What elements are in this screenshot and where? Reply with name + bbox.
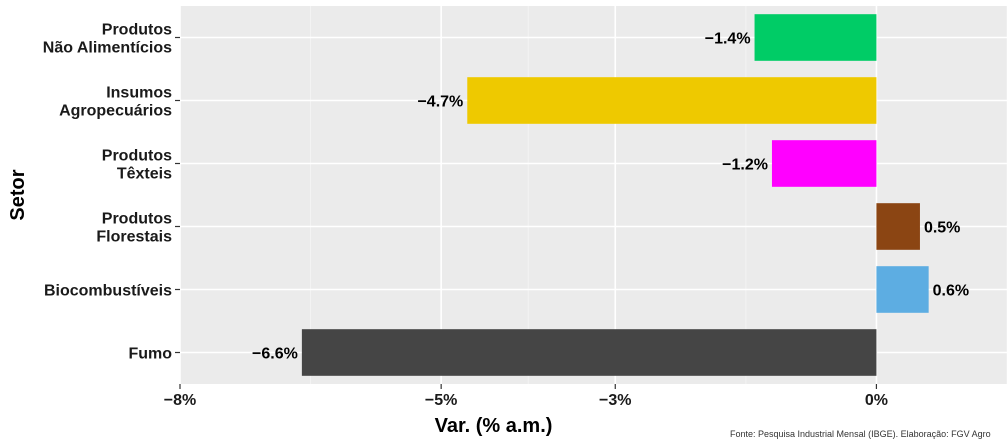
- x-tick-label: −3%: [599, 392, 631, 409]
- x-tick-label: −5%: [425, 392, 457, 409]
- x-axis-title: Var. (% a.m.): [435, 415, 553, 437]
- bar: [876, 266, 929, 313]
- bar: [876, 203, 920, 250]
- x-axis-ticks: −8% −5% −3% 0%: [164, 384, 888, 409]
- plot-background: [180, 6, 1007, 384]
- data-label: −1.2%: [722, 157, 768, 174]
- data-labels: −1.4% −4.7% −1.2% 0.5% 0.6% −6.6%: [252, 31, 969, 363]
- x-tick-label: −8%: [164, 392, 196, 409]
- category-label: Não Alimentícios: [43, 40, 172, 57]
- bar: [754, 14, 877, 61]
- bar: [467, 77, 877, 124]
- bar: [771, 140, 877, 187]
- bars: [301, 14, 929, 376]
- x-tick-label: 0%: [865, 392, 888, 409]
- data-label: 0.5%: [924, 220, 960, 237]
- category-label: Agropecuários: [59, 103, 172, 120]
- category-label: Produtos: [102, 148, 172, 165]
- category-label: Insumos: [106, 85, 172, 102]
- category-label: Fumo: [128, 346, 172, 363]
- category-label: Produtos: [102, 211, 172, 228]
- data-label: −6.6%: [252, 346, 298, 363]
- data-label: −4.7%: [417, 94, 463, 111]
- category-label: Produtos: [102, 22, 172, 39]
- y-axis-title: Setor: [7, 169, 29, 220]
- category-label: Têxteis: [117, 166, 172, 183]
- bar: [301, 329, 877, 376]
- data-label: −1.4%: [705, 31, 751, 48]
- category-label: Florestais: [96, 229, 172, 246]
- source-note: Fonte: Pesquisa Industrial Mensal (IBGE)…: [730, 429, 991, 439]
- data-label: 0.6%: [933, 283, 969, 300]
- category-label: Biocombustíveis: [44, 283, 172, 300]
